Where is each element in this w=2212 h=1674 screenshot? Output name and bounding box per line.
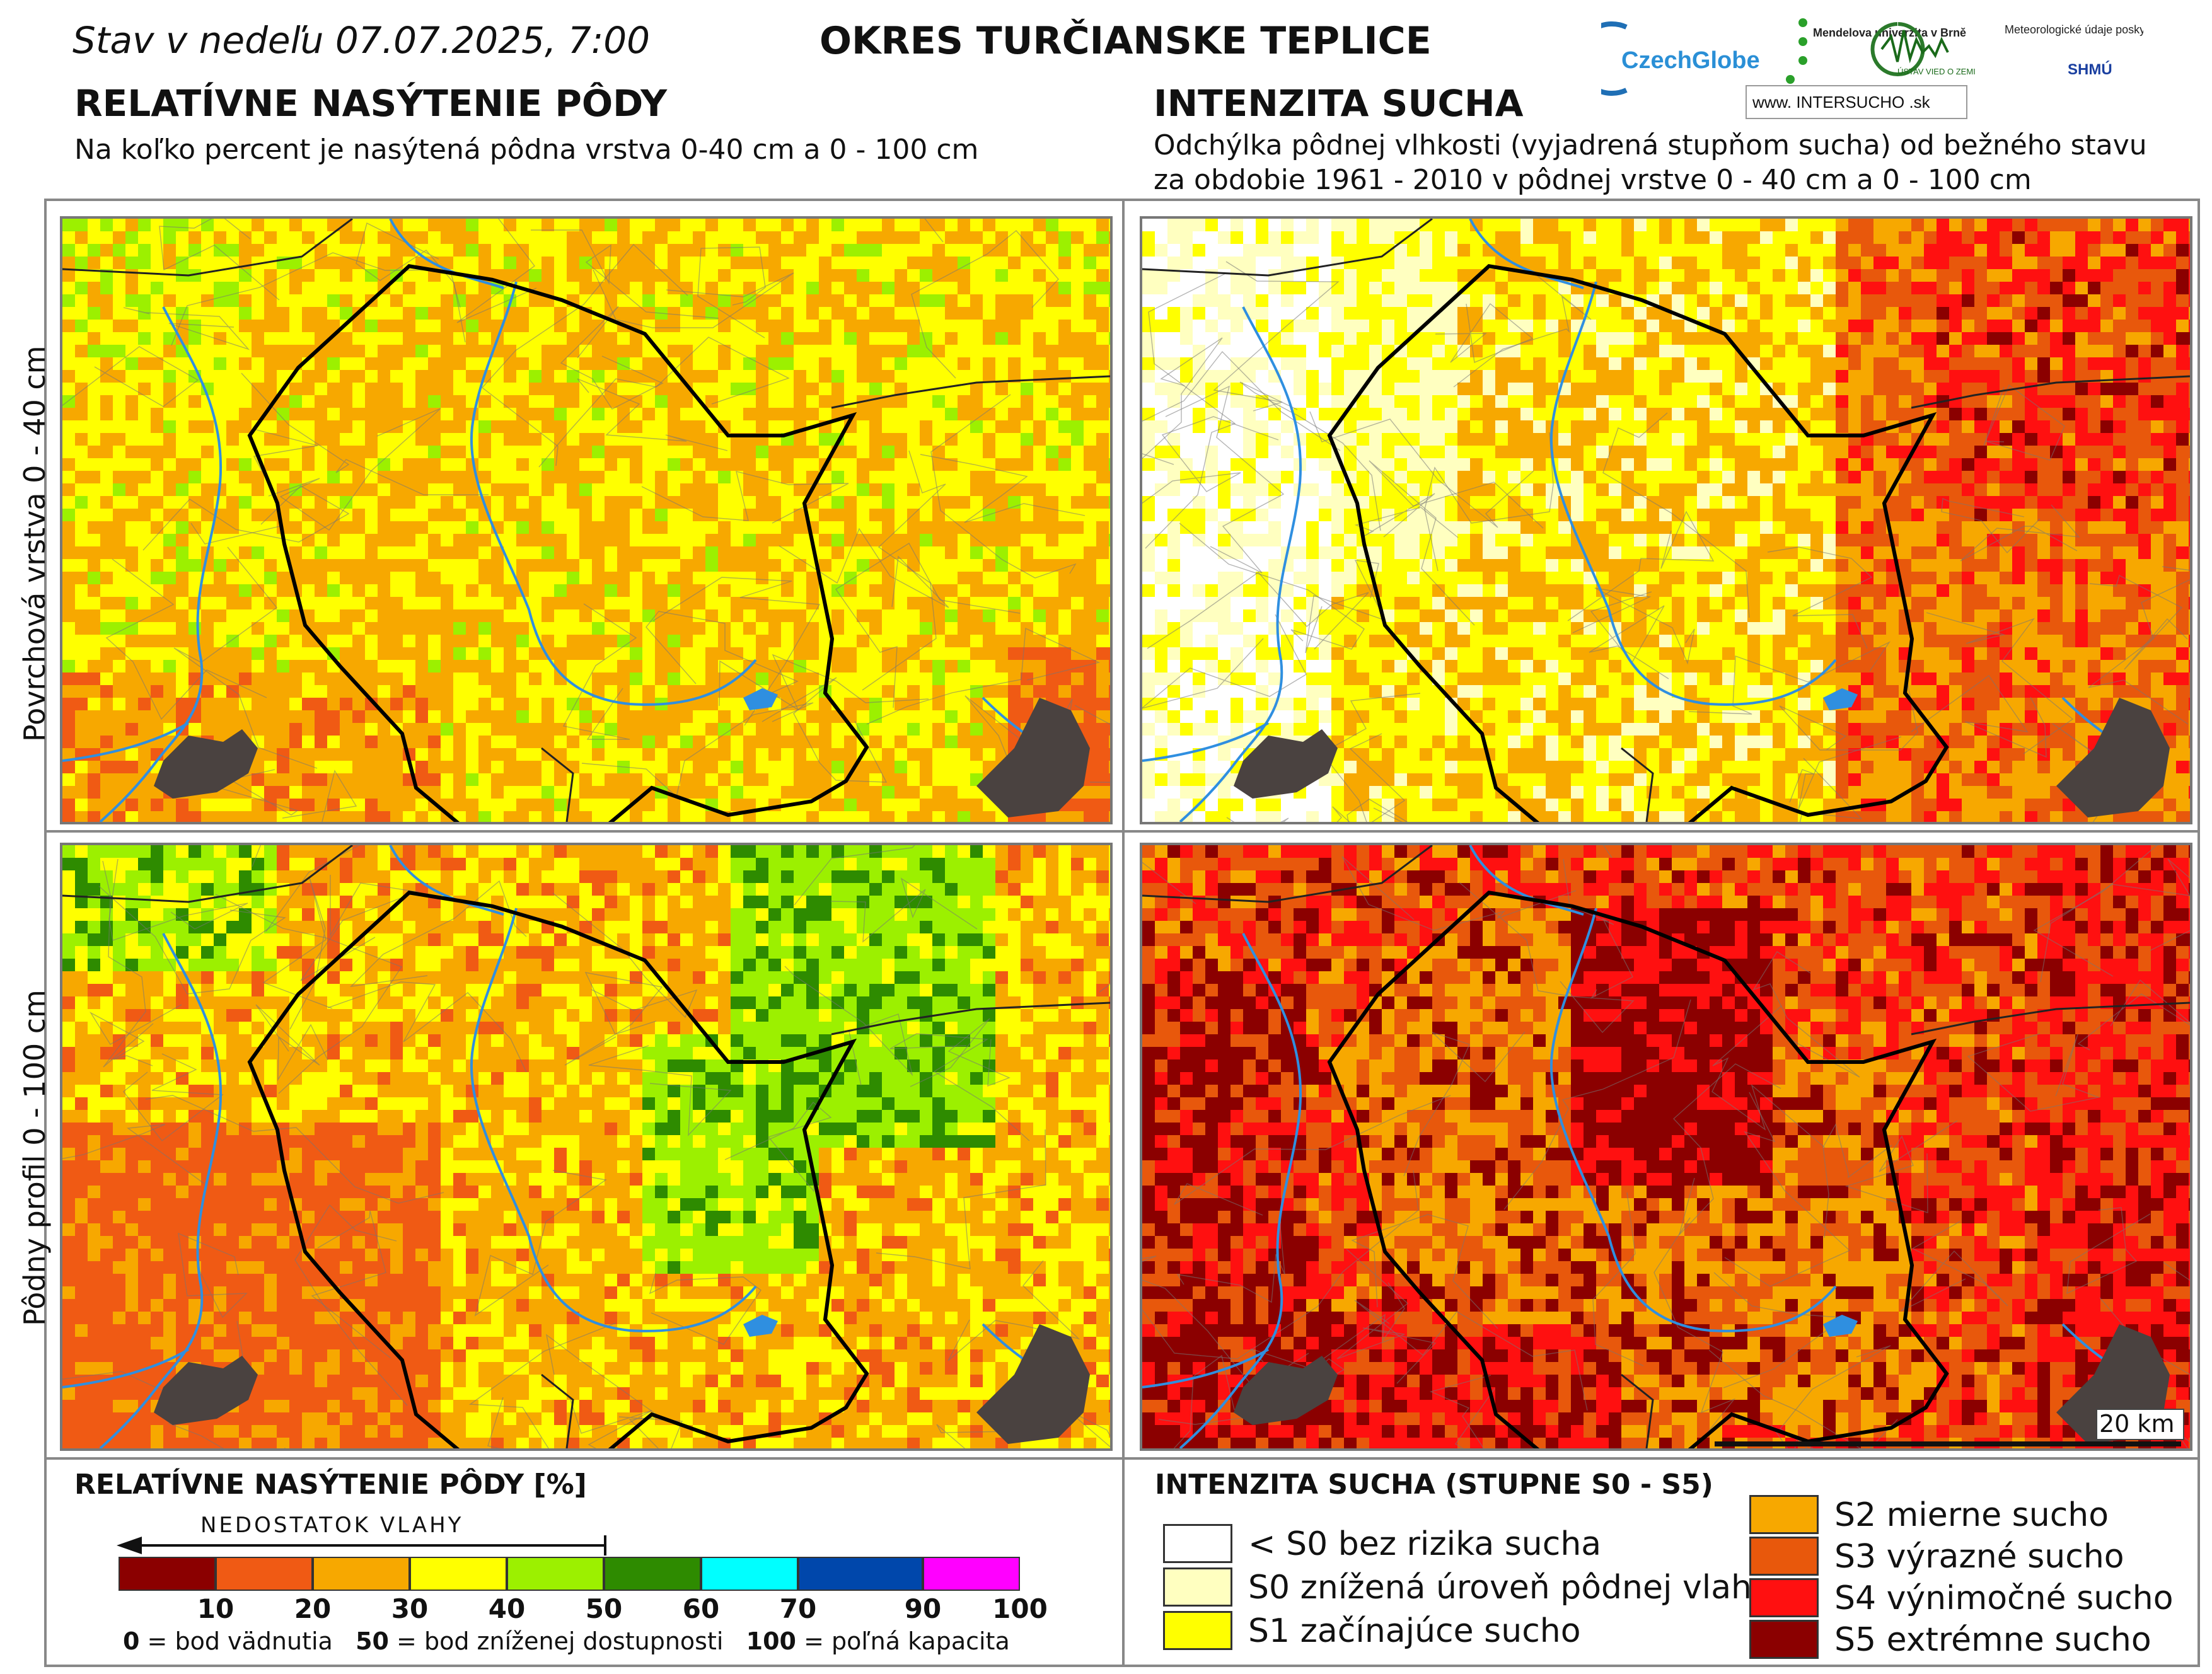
row-label-top: Povrchová vrstva 0 - 40 cm [18,345,52,742]
map-raster [62,219,1110,822]
map-raster [1142,845,2190,1448]
saturation-swatch [923,1557,1020,1591]
drought-swatch [1749,1537,1819,1576]
drought-subheading-2: za obdobie 1961 - 2010 v pôdnej vrstve 0… [1154,164,2032,196]
drought-legend-label: S2 mierne sucho [1834,1496,2109,1534]
uvz-logo: ÚSTAV VIED O ZEMI [1897,67,1976,76]
saturation-swatch [313,1557,410,1591]
map-saturation-0-100 [60,843,1113,1451]
saturation-swatch [604,1557,701,1591]
logos-graphic: CzechGlobe Mendelova univerzita v Brně Ú… [1575,18,2167,119]
drought-legend-label: S3 výrazné sucho [1834,1538,2124,1576]
legend-divider [44,1457,2200,1460]
saturation-swatch [410,1557,507,1591]
panel-divider-horizontal [44,830,2200,833]
drought-legend-label: S1 začínajúce sucho [1248,1612,1581,1650]
czechglobe-logo: CzechGlobe [1621,47,1760,74]
drought-legend-label: S5 extrémne sucho [1834,1621,2151,1659]
saturation-tick-label: 60 [682,1593,720,1624]
saturation-tick-label: 40 [488,1593,526,1624]
drought-swatch [1749,1495,1819,1534]
drought-legend-label: < S0 bez rizika sucha [1248,1525,1602,1563]
map-raster [62,845,1110,1448]
saturation-tick-label: 100 [992,1593,1048,1624]
saturation-heading: RELATÍVNE NASÝTENIE PÔDY [74,82,668,125]
date-title: Stav v nedeľu 07.07.2025, 7:00 [72,19,651,62]
drought-swatch [1749,1620,1819,1659]
drought-heading: INTENZITA SUCHA [1154,82,1524,125]
note-0-text: = bod vädnutia [139,1627,333,1655]
drought-swatch [1749,1578,1819,1617]
saturation-tick-label: 20 [294,1593,332,1624]
drought-legend-label: S0 znížená úroveň pôdnej vlahy [1248,1569,1771,1607]
note-50-text: = bod zníženej dostupnosti [388,1627,724,1655]
saturation-legend-title: RELATÍVNE NASÝTENIE PÔDY [%] [74,1469,587,1501]
note-100-text: = poľná kapacita [796,1627,1010,1655]
saturation-notes: 0 = bod vädnutia 50 = bod zníženej dostu… [123,1627,1010,1655]
panel-divider-vertical [1122,199,1125,1667]
partner-logos: CzechGlobe Mendelova univerzita v Brně Ú… [1575,11,2167,122]
map-drought-0-100 [1140,843,2192,1451]
saturation-swatch [507,1557,604,1591]
map-raster [1142,219,2190,822]
drought-swatch [1163,1611,1232,1650]
map-saturation-0-40 [60,216,1113,824]
saturation-tick-label: 90 [904,1593,942,1624]
drought-swatch [1163,1567,1232,1607]
saturation-swatch [216,1557,313,1591]
intersucho-logo: www. INTERSUCHO .sk [1752,93,1931,112]
shmu-logo: SHMÚ [2068,61,2112,78]
drought-legend-label: S4 výnimočné sucho [1834,1579,2174,1617]
note-100-value: 100 [746,1627,796,1655]
map-drought-0-40 [1140,216,2192,824]
saturation-swatch [701,1557,798,1591]
note-50-value: 50 [356,1627,389,1655]
saturation-tick-label: 30 [391,1593,429,1624]
note-0-value: 0 [123,1627,140,1655]
saturation-swatch [798,1557,923,1591]
scale-bar-box [2096,1409,2184,1440]
saturation-tick-label: 70 [779,1593,817,1624]
saturation-tick-label: 10 [197,1593,235,1624]
drought-legend-title: INTENZITA SUCHA (STUPNE S0 - S5) [1155,1469,1713,1501]
mendelova-logo: Mendelova univerzita v Brně [1813,26,1966,39]
district-title: OKRES TURČIANSKE TEPLICE [819,19,1432,63]
meteo-provider-label: Meteorologické údaje poskytuje: [2005,23,2143,36]
drought-subheading-1: Odchýlka pôdnej vlhkosti (vyjadrená stup… [1154,129,2147,161]
saturation-tick-label: 50 [585,1593,623,1624]
saturation-subheading: Na koľko percent je nasýtená pôdna vrstv… [74,134,979,166]
drought-swatch [1163,1524,1232,1563]
saturation-swatch [119,1557,216,1591]
scale-bar-label: 20 km [2099,1410,2175,1438]
moisture-deficit-label: NEDOSTATOK VLAHY [200,1513,464,1538]
scale-bar [1715,1441,2181,1446]
row-label-bottom: Pôdny profil 0 - 100 cm [18,990,52,1326]
moisture-deficit-arrow [117,1535,606,1556]
